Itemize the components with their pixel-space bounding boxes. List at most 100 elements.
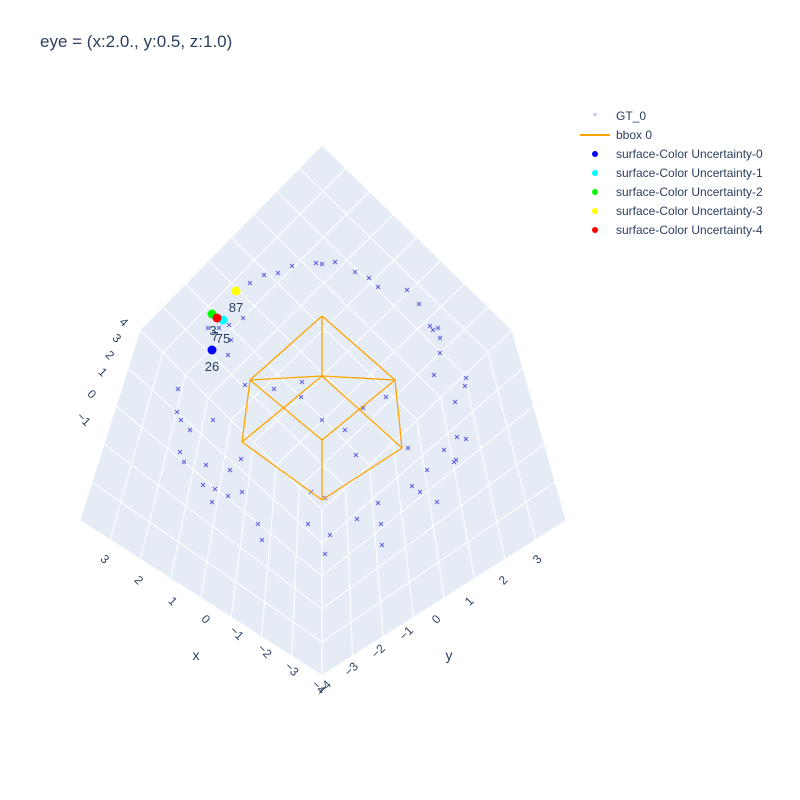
grid-line [345,487,353,656]
x-tick-label: −1 [227,623,247,643]
legend-item[interactable]: surface-Color Uncertainty-2 [580,182,763,201]
legend-dot-symbol [592,208,598,214]
gt-point-marker [353,452,359,458]
gt-marker-stroke [431,372,437,378]
legend-symbol [580,201,610,220]
legend-label: surface-Color Uncertainty-3 [616,203,763,218]
gt-point-marker [375,500,381,506]
uncertainty-point-3[interactable] [231,286,241,296]
gt-marker-stroke [210,417,216,423]
gt-point-marker [242,382,248,388]
gt-marker-stroke [424,467,430,473]
gt-point-marker [298,394,304,400]
legend-dot-symbol [592,189,598,195]
z-tick-label: 3 [110,331,125,346]
gt-marker-stroke [313,260,319,266]
gt-point-marker [227,467,233,473]
gt-point-marker [342,427,348,433]
gt-series [174,259,469,557]
grid-line [109,352,164,540]
uncertainty-label-3: 87 [229,300,243,315]
uncertainty-point-4[interactable] [212,313,222,323]
gt-marker-stroke [342,427,348,433]
gt-marker-stroke [416,301,422,307]
gt-marker-stroke [454,434,460,440]
gt-point-marker [238,456,244,462]
bbox-edge [321,315,396,381]
bbox-edge [249,375,323,381]
gt-point-marker [240,315,246,321]
grid-line [103,443,545,610]
gt-marker-stroke [187,427,193,433]
legend-item[interactable]: × GT_0 [580,106,763,125]
grid-line [276,190,465,376]
gt-marker-stroke [225,352,231,358]
legend-dot-symbol [592,170,598,176]
gt-marker-stroke [427,323,433,329]
legend-dot-symbol [592,227,598,233]
legend-item[interactable]: bbox 0 [580,125,763,144]
grid-line [511,329,567,521]
legend-symbol [580,163,610,182]
x-tick-label: 0 [199,612,214,627]
legend-item[interactable]: surface-Color Uncertainty-4 [580,220,763,239]
y-tick-label: 3 [530,552,545,567]
z-tick-label: 2 [103,348,118,363]
grid-line [291,487,300,656]
back-wall-left [80,330,322,675]
gt-marker-stroke [352,269,358,275]
gt-point-marker [205,325,211,331]
gt-point-marker [454,434,460,440]
gt-point-marker [228,337,234,343]
legend-item[interactable]: surface-Color Uncertainty-0 [580,144,763,163]
grid-line [298,167,489,353]
gt-marker-stroke [452,399,458,405]
gt-point-marker [271,386,277,392]
gt-marker-stroke [200,482,206,488]
gt-marker-stroke [203,462,209,468]
bbox-edge [321,447,403,501]
gt-point-marker [187,427,193,433]
grid-line [207,214,394,398]
gt-point-marker [299,379,305,385]
gt-marker-stroke [227,467,233,473]
gt-point-marker [463,375,469,381]
bbox-edge [321,375,396,381]
legend-item[interactable]: surface-Color Uncertainty-3 [580,201,763,220]
gt-marker-stroke [430,327,436,333]
gt-point-marker [352,269,358,275]
gt-point-marker [332,259,338,265]
gt-point-marker [430,327,436,333]
gt-marker-stroke [441,447,447,453]
gt-point-marker [225,493,231,499]
uncertainty-point-0[interactable] [207,345,217,355]
gt-marker-stroke [375,500,381,506]
gt-point-marker [175,386,181,392]
z-tick-label: −1 [74,409,94,429]
gt-point-marker [239,489,245,495]
gt-marker-stroke [409,483,415,489]
grid-line [170,397,209,579]
gt-point-marker [424,467,430,473]
gt-point-marker [212,486,218,492]
gt-point-marker [322,551,328,557]
gt-point-marker [178,417,184,423]
gt-point-marker [319,417,325,423]
legend-label: bbox 0 [616,127,653,142]
gt-point-marker [441,447,447,453]
gt-point-marker [431,372,437,378]
gt-point-marker [203,462,209,468]
gt-point-marker [416,301,422,307]
legend-item[interactable]: surface-Color Uncertainty-1 [580,163,763,182]
gt-marker-stroke [462,383,468,389]
back-wall-right [322,330,566,675]
y-axis-title: y [446,647,453,663]
legend[interactable]: × GT_0 bbox 0 surface-Color Uncertainty-0 su… [580,106,763,239]
gt-marker-stroke [437,335,443,341]
gt-marker-stroke [353,452,359,458]
gt-marker-stroke [417,489,423,495]
gt-marker-stroke [437,350,443,356]
bbox-edge [321,379,396,441]
gt-point-marker [225,352,231,358]
